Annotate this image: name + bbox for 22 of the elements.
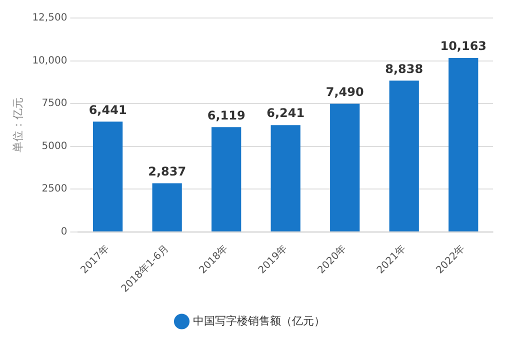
legend-label: 中国写字楼销售额（亿元） [192, 314, 325, 328]
data-label: 6,241 [266, 106, 305, 120]
bar [330, 104, 360, 232]
data-label: 6,441 [88, 102, 127, 117]
data-label: 6,119 [207, 108, 246, 122]
y-axis-title: 单位：亿元 [11, 97, 24, 152]
bar [389, 80, 419, 232]
data-label: 7,490 [326, 84, 364, 99]
bar [212, 127, 242, 232]
y-tick-label: 0 [60, 226, 68, 238]
y-tick-label: 5000 [42, 140, 68, 152]
bar [448, 58, 478, 232]
data-label: 2,837 [148, 164, 186, 178]
y-tick-label: 10,000 [32, 55, 68, 66]
y-tick-label: 7500 [42, 98, 68, 110]
data-label: 10,163 [440, 39, 487, 54]
bar [270, 125, 300, 232]
bar [152, 183, 182, 232]
y-tick-label: 2500 [42, 184, 68, 195]
y-tick-label: 12,500 [32, 12, 68, 24]
data-label: 8,838 [385, 62, 424, 76]
bar [93, 122, 123, 232]
